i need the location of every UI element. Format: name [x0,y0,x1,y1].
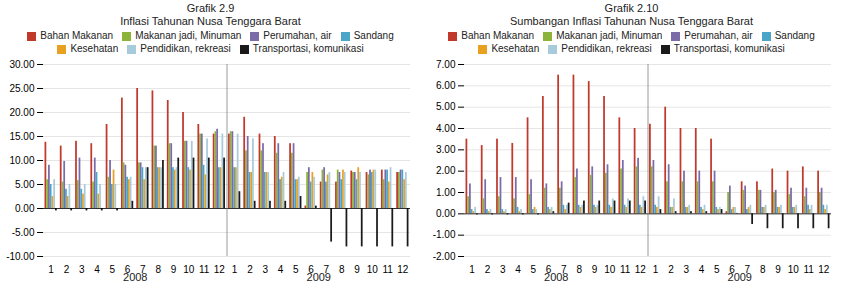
svg-text:8: 8 [339,264,345,275]
svg-text:8: 8 [760,264,766,275]
svg-text:-2.00: -2.00 [433,251,456,262]
svg-text:1: 1 [232,264,238,275]
svg-text:5.00: 5.00 [436,101,456,112]
svg-text:4: 4 [515,264,521,275]
svg-text:5.00: 5.00 [15,179,35,190]
svg-text:11: 11 [803,264,814,275]
html-text:Kesehatan: Kesehatan [491,43,540,54]
svg-text:11: 11 [199,264,210,275]
svg-text:0.00: 0.00 [15,203,35,214]
svg-text:4: 4 [278,264,284,275]
svg-text:7: 7 [140,263,146,275]
svg-text:2.00: 2.00 [436,165,456,176]
svg-text:1: 1 [653,264,659,275]
svg-text:6: 6 [308,263,314,275]
html-text:Makanan jadi, Minuman: Makanan jadi, Minuman [135,30,242,41]
svg-text:-5.00: -5.00 [12,227,35,238]
svg-text:3.00: 3.00 [436,144,456,155]
svg-text:11: 11 [620,264,631,275]
html-text:Pendidikan, rekreasi: Pendidikan, rekreasi [561,43,652,54]
svg-text:25.00: 25.00 [9,83,34,94]
svg-text:12: 12 [397,264,409,275]
svg-text:9: 9 [171,264,177,275]
svg-text:9: 9 [354,264,360,275]
svg-text:5: 5 [110,264,116,275]
html-text:Sumbangan Inflasi Tahunan Nusa: Sumbangan Inflasi Tahunan Nusa Tenggara … [510,15,753,27]
svg-text:2: 2 [64,264,70,275]
svg-text:9: 9 [592,264,598,275]
svg-text:2: 2 [668,264,674,275]
svg-text:12: 12 [818,264,830,275]
svg-text:5: 5 [293,264,299,275]
svg-text:4: 4 [699,264,705,275]
html-text:Kesehatan: Kesehatan [70,43,119,54]
svg-text:2009: 2009 [728,271,752,283]
svg-text:2008: 2008 [123,271,147,283]
svg-text:3: 3 [262,264,268,275]
svg-text:30.00: 30.00 [9,59,34,70]
svg-text:2009: 2009 [307,271,331,283]
svg-text:2008: 2008 [544,271,568,283]
svg-text:0.00: 0.00 [436,208,456,219]
svg-text:7: 7 [323,263,330,275]
html-text:Sandang: Sandang [353,30,394,41]
svg-text:4: 4 [94,264,100,275]
svg-text:10: 10 [183,264,195,275]
svg-text:10: 10 [604,264,616,275]
svg-text:10: 10 [788,264,800,275]
html-text:Grafik 2.9: Grafik 2.9 [186,2,235,14]
svg-text:2: 2 [485,264,491,275]
svg-text:20.00: 20.00 [9,107,34,118]
svg-text:11: 11 [382,264,393,275]
svg-text:12: 12 [635,264,647,275]
svg-text:8: 8 [576,264,582,275]
svg-text:8: 8 [155,264,161,275]
svg-text:1: 1 [469,264,475,275]
html-text:Inflasi Tahunan Nusa Tenggara: Inflasi Tahunan Nusa Tenggara Barat [120,15,301,27]
svg-text:7: 7 [561,263,567,275]
html-text:Bahan Makanan: Bahan Makanan [461,30,535,41]
svg-text:10: 10 [367,264,379,275]
svg-text:1.00: 1.00 [436,187,456,198]
svg-text:4.00: 4.00 [436,123,456,134]
svg-text:6.00: 6.00 [436,80,456,91]
html-text:Sandang: Sandang [774,30,815,41]
svg-text:2: 2 [247,264,253,275]
svg-text:15.00: 15.00 [9,131,34,142]
svg-text:5: 5 [714,264,720,275]
html-text:Bahan Makanan: Bahan Makanan [40,30,114,41]
svg-text:3: 3 [500,264,506,275]
svg-text:-1.00: -1.00 [433,229,456,240]
svg-text:6: 6 [545,263,552,275]
svg-text:3: 3 [79,264,85,275]
svg-text:6: 6 [729,263,735,275]
html-text:Grafik 2.10: Grafik 2.10 [604,2,659,14]
svg-text:7: 7 [744,263,751,275]
svg-text:5: 5 [531,264,537,275]
svg-text:3: 3 [683,264,689,275]
svg-text:-10.00: -10.00 [6,251,35,262]
svg-text:12: 12 [214,264,226,275]
svg-text:6: 6 [124,263,131,275]
svg-text:1: 1 [48,264,54,275]
html-text:Makanan jadi, Minuman: Makanan jadi, Minuman [556,30,663,41]
html-text:Pendidikan, rekreasi: Pendidikan, rekreasi [140,43,231,54]
html-text:Perumahan, air: Perumahan, air [263,30,332,41]
svg-text:10.00: 10.00 [9,155,34,166]
html-text:Perumahan, air: Perumahan, air [684,30,753,41]
svg-text:7.00: 7.00 [436,59,456,70]
html-text:Transportasi, komunikasi: Transportasi, komunikasi [673,43,785,54]
html-text:Transportasi, komunikasi: Transportasi, komunikasi [252,43,364,54]
svg-text:9: 9 [775,264,781,275]
